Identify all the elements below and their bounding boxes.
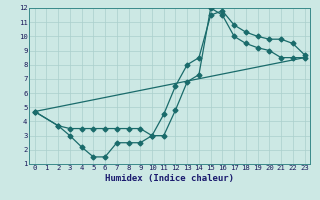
X-axis label: Humidex (Indice chaleur): Humidex (Indice chaleur)	[105, 174, 234, 183]
